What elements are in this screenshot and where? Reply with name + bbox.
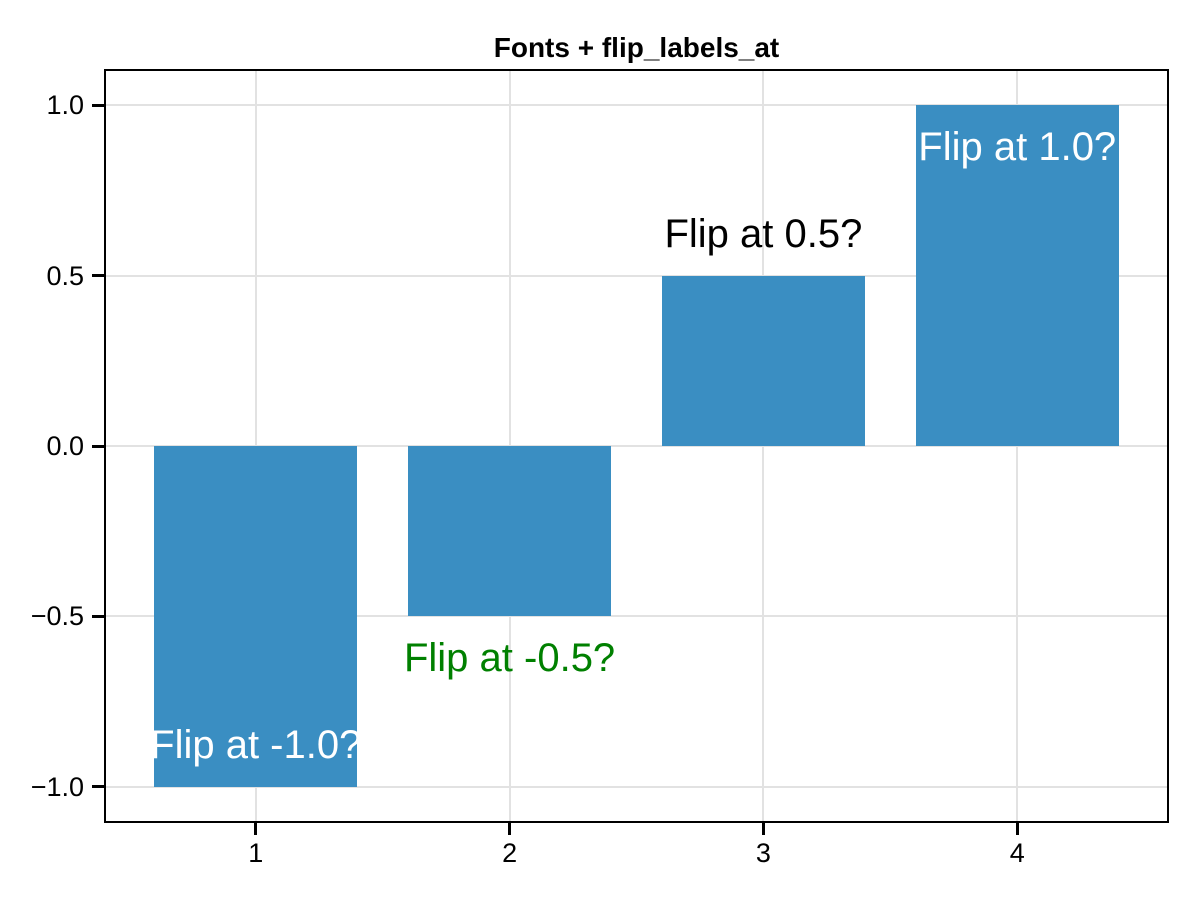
x-tick-label: 3 [755,838,771,868]
y-tick-mark [92,785,104,789]
y-tick-label: 0.0 [46,431,84,461]
x-tick-label: 4 [1009,838,1025,868]
bar-label: Flip at 0.5? [664,211,863,256]
x-tick-mark [761,823,765,835]
y-tick-mark [92,103,104,107]
y-tick-label: −0.5 [30,601,84,632]
x-tick-mark [254,823,258,835]
x-tick-mark [1015,823,1019,835]
chart-title: Fonts + flip_labels_at [493,32,780,63]
horizontal-gridline [106,274,1167,277]
bar [915,105,1119,446]
bar-label: Flip at -0.5? [403,636,616,681]
y-tick-mark [92,274,104,278]
y-tick-label: −1.0 [30,771,84,802]
x-tick-mark [508,823,512,835]
horizontal-gridline [106,104,1167,107]
horizontal-gridline [106,615,1167,618]
horizontal-gridline [106,785,1167,788]
bar [154,446,358,787]
bar-label: Flip at -1.0? [150,722,362,767]
y-tick-label: 1.0 [46,90,84,121]
y-tick-label: 0.5 [46,260,84,291]
x-tick-label: 2 [502,838,518,868]
bar [408,446,612,617]
y-tick-mark [92,444,104,448]
horizontal-gridline [106,445,1167,447]
x-tick-label: 1 [248,838,264,868]
bar-label: Flip at 1.0? [918,125,1117,170]
y-tick-mark [92,614,104,618]
bar [661,275,865,446]
